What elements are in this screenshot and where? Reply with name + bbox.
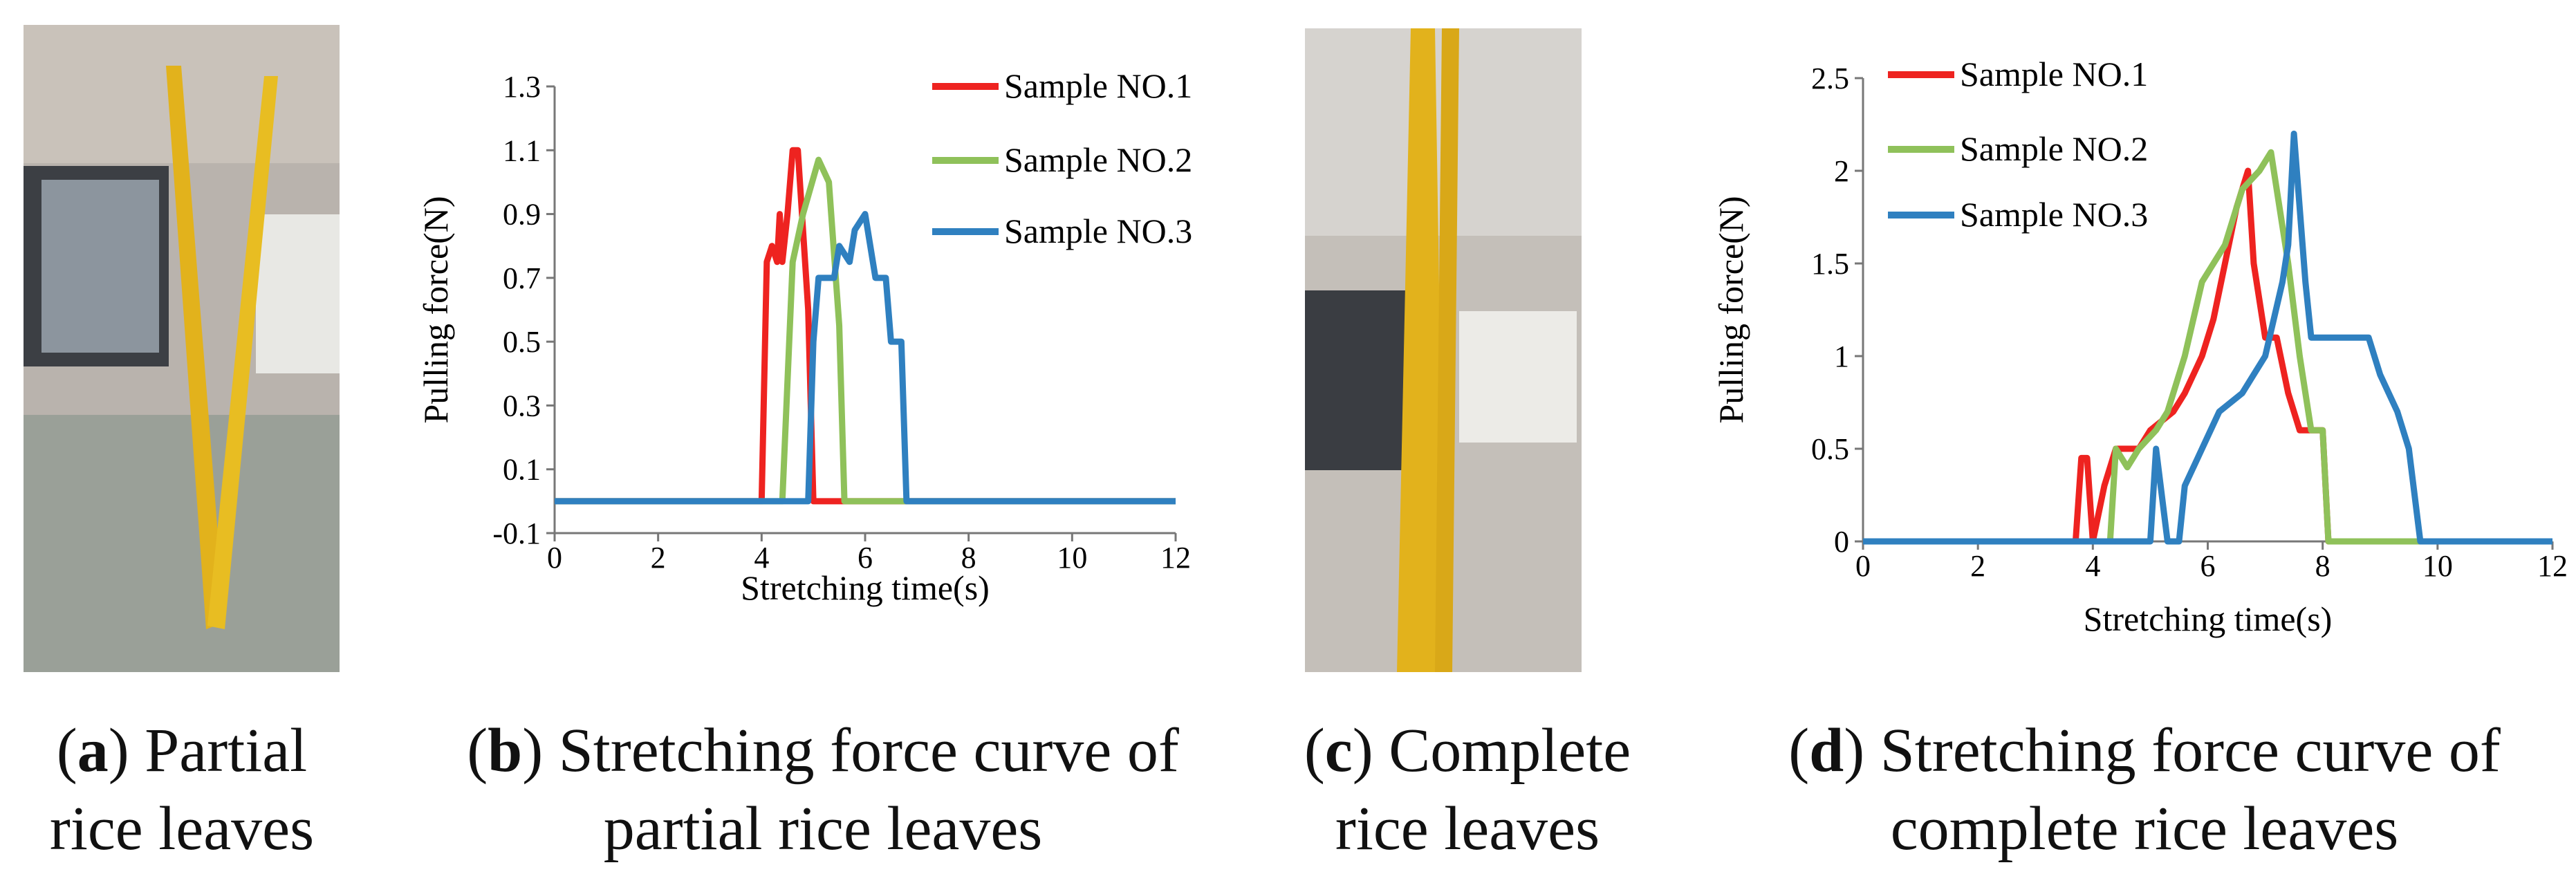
y-tick-label: 1.3 (503, 70, 541, 104)
caption-part: ) Stretching force curve of (522, 716, 1179, 785)
x-tick-label: 8 (961, 541, 976, 575)
caption-line: rice leaves (50, 794, 314, 863)
caption-line: (d) Stretching force curve of (1788, 716, 2501, 785)
photo-c (1305, 28, 1582, 672)
caption-part: ( (57, 716, 77, 785)
series-line (555, 211, 1176, 505)
series-line (1863, 130, 2552, 545)
x-tick-label: 4 (2085, 549, 2100, 583)
y-tick-label: 0.7 (503, 261, 541, 295)
y-tick-label: 2.5 (1811, 62, 1849, 95)
caption-part: a (77, 716, 109, 785)
caption-part: ( (1788, 716, 1809, 785)
x-axis-title: Stretching time(s) (2084, 599, 2333, 638)
x-tick-label: 2 (651, 541, 666, 575)
y-tick-label: 1 (1834, 340, 1849, 373)
legend-label: Sample NO.2 (1004, 140, 1192, 179)
legend-label: Sample NO.3 (1004, 212, 1192, 250)
series-line (555, 147, 1176, 505)
caption-part: b (488, 716, 522, 785)
y-tick-label: 0.5 (503, 325, 541, 359)
x-tick-label: 10 (1057, 541, 1087, 575)
x-tick-label: 0 (547, 541, 562, 575)
x-tick-label: 12 (2537, 549, 2568, 583)
y-tick-label: 0.3 (503, 389, 541, 422)
legend-label: Sample NO.1 (1004, 66, 1192, 105)
photo-a (24, 25, 340, 672)
y-tick-label: 1.1 (503, 133, 541, 167)
y-tick-label: 1.5 (1811, 247, 1849, 281)
series-line (1863, 149, 2552, 545)
y-tick-label: 0.9 (503, 198, 541, 232)
y-tick-label: 0 (1834, 525, 1849, 559)
y-axis-title: Pulling force(N) (416, 196, 455, 423)
caption-line: complete rice leaves (1891, 794, 2399, 863)
x-tick-label: 6 (858, 541, 873, 575)
caption-line: rice leaves (1335, 794, 1600, 863)
x-tick-label: 12 (1160, 541, 1191, 575)
caption-part: ( (1304, 716, 1325, 785)
x-tick-label: 10 (2422, 549, 2453, 583)
legend-label: Sample NO.3 (1960, 195, 2148, 234)
x-tick-label: 4 (754, 541, 769, 575)
x-tick-label: 8 (2315, 549, 2331, 583)
x-tick-label: 0 (1855, 549, 1871, 583)
caption-part: d (1809, 716, 1844, 785)
legend-label: Sample NO.2 (1960, 129, 2148, 168)
x-tick-label: 6 (2200, 549, 2216, 583)
y-tick-label: 0.5 (1811, 432, 1849, 466)
caption-line: (b) Stretching force curve of (467, 716, 1179, 785)
caption-part: c (1325, 716, 1353, 785)
caption-line: partial rice leaves (604, 794, 1043, 863)
y-tick-label: -0.1 (492, 517, 541, 550)
y-tick-label: 0.1 (503, 453, 541, 487)
y-axis-title: Pulling force(N) (1712, 196, 1750, 423)
caption-part: ) Stretching force curve of (1844, 716, 2501, 785)
caption-part: ) Partial (109, 716, 307, 785)
series-line (1863, 167, 2552, 545)
legend-label: Sample NO.1 (1960, 55, 2148, 93)
caption-part: ) Complete (1353, 716, 1631, 785)
series-line (555, 156, 1176, 505)
caption-line: (c) Complete (1304, 716, 1631, 785)
x-tick-label: 2 (1970, 549, 1985, 583)
x-axis-title: Stretching time(s) (741, 568, 990, 607)
caption-part: ( (467, 716, 488, 785)
y-tick-label: 2 (1834, 154, 1849, 188)
caption-line: (a) Partial (57, 716, 307, 785)
